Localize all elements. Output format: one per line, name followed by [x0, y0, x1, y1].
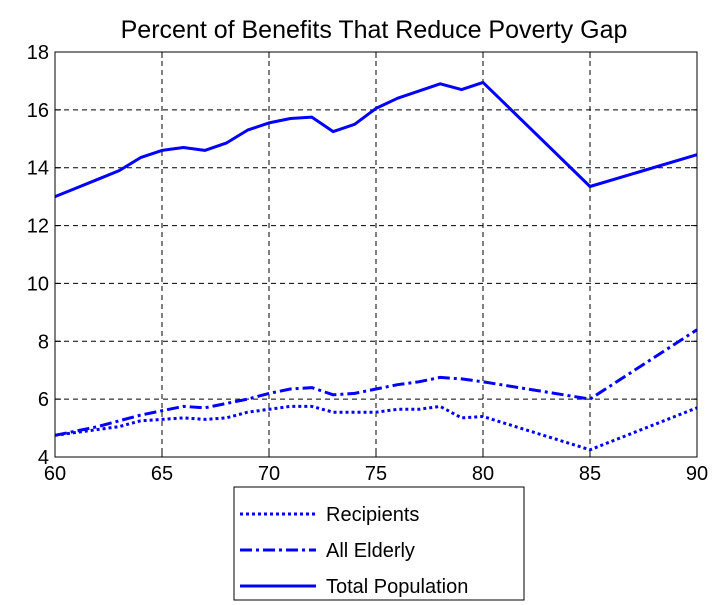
- y-tick-label: 10: [27, 273, 49, 295]
- y-tick-label: 18: [27, 42, 49, 64]
- x-tick-label: 70: [258, 463, 280, 485]
- y-tick-label: 14: [27, 158, 49, 180]
- series-line-total-population: [54, 80, 698, 198]
- x-tick-label: 90: [686, 463, 708, 485]
- x-tick-label: 80: [472, 463, 494, 485]
- series-line-recipients: [54, 404, 698, 452]
- grid-lines: [55, 52, 697, 457]
- legend: Recipients All Elderly Total Population: [233, 486, 525, 601]
- legend-label-recipients: Recipients: [326, 504, 419, 526]
- series-line-all-elderly: [54, 328, 698, 437]
- y-tick-label: 16: [27, 100, 49, 122]
- legend-label-all-elderly: All Elderly: [326, 540, 415, 562]
- y-tick-label: 6: [38, 389, 49, 411]
- x-tick-label: 75: [365, 463, 387, 485]
- x-tick-label: 85: [579, 463, 601, 485]
- chart-title: Percent of Benefits That Reduce Poverty …: [121, 16, 628, 44]
- plot-series: [54, 80, 698, 452]
- y-tick-label: 12: [27, 216, 49, 238]
- legend-box: [233, 486, 525, 601]
- x-tick-label: 60: [44, 463, 66, 485]
- legend-label-total-population: Total Population: [326, 576, 468, 598]
- axis-ticks: 60 65 70 75 80 85 90 4 6 8 10 12 14 16 18: [27, 42, 708, 485]
- x-tick-label: 65: [151, 463, 173, 485]
- y-tick-label: 4: [38, 447, 49, 469]
- y-tick-label: 8: [38, 331, 49, 353]
